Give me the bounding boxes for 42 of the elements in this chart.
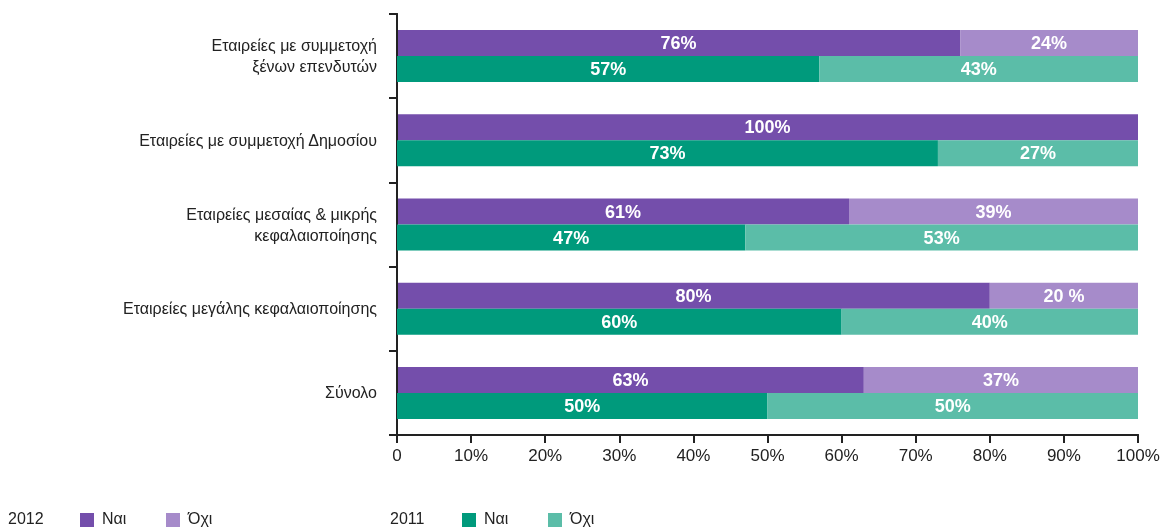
- data-label: 63%: [612, 369, 649, 390]
- data-label: 76%: [660, 33, 697, 54]
- data-label: 50%: [934, 395, 971, 416]
- bar: [937, 140, 1138, 167]
- data-label: 60%: [601, 311, 638, 332]
- data-label: 47%: [553, 227, 590, 248]
- x-tick-label: 70%: [898, 446, 933, 465]
- x-tick-label: 80%: [972, 446, 1007, 465]
- x-tick-label: 50%: [750, 446, 785, 465]
- data-label: 43%: [960, 59, 997, 80]
- x-tick-label: 100%: [1116, 446, 1160, 465]
- x-tick-label: 20%: [528, 446, 563, 465]
- y-tick-label: Εταιρείες με συμμετοχή ξένων επενδυτών: [211, 37, 377, 77]
- legend-label: Ναι: [484, 509, 509, 527]
- y-tick-label: Εταιρείες μεγάλης κεφαλαιοποίησης: [123, 300, 378, 318]
- data-label: 50%: [564, 395, 601, 416]
- data-label: 40%: [971, 311, 1008, 332]
- x-tick-label: 30%: [602, 446, 637, 465]
- x-tick-label: 40%: [676, 446, 711, 465]
- legend-label: Ναι: [102, 509, 127, 527]
- legend-title: 2012: [8, 509, 44, 527]
- y-tick-label: Εταιρείες με συμμετοχή Δημοσίου: [139, 131, 377, 149]
- x-tick-label: 60%: [824, 446, 859, 465]
- data-label: 39%: [975, 201, 1012, 222]
- legend-label: Όχι: [187, 509, 213, 527]
- data-label: 53%: [923, 227, 960, 248]
- legend-title: 2011: [390, 509, 425, 527]
- x-tick-label: 90%: [1046, 446, 1081, 465]
- data-label: 73%: [649, 143, 686, 164]
- x-tick-label: 0: [392, 446, 402, 465]
- x-tick-label: 10%: [454, 446, 489, 465]
- data-label: 61%: [604, 201, 642, 222]
- y-tick-label: Σύνολο: [325, 384, 378, 402]
- data-label: 24%: [1031, 33, 1068, 54]
- data-label: 57%: [590, 59, 627, 80]
- data-label: 80%: [675, 285, 712, 306]
- legend-label: Όχι: [569, 509, 595, 527]
- data-label: 27%: [1019, 143, 1056, 164]
- data-label: 20 %: [1043, 285, 1085, 306]
- data-label: 37%: [982, 369, 1019, 390]
- data-label: 100%: [744, 117, 791, 138]
- y-tick-label: Εταιρείες μεσαίας & μικρής κεφαλαιοποίησης: [186, 205, 378, 244]
